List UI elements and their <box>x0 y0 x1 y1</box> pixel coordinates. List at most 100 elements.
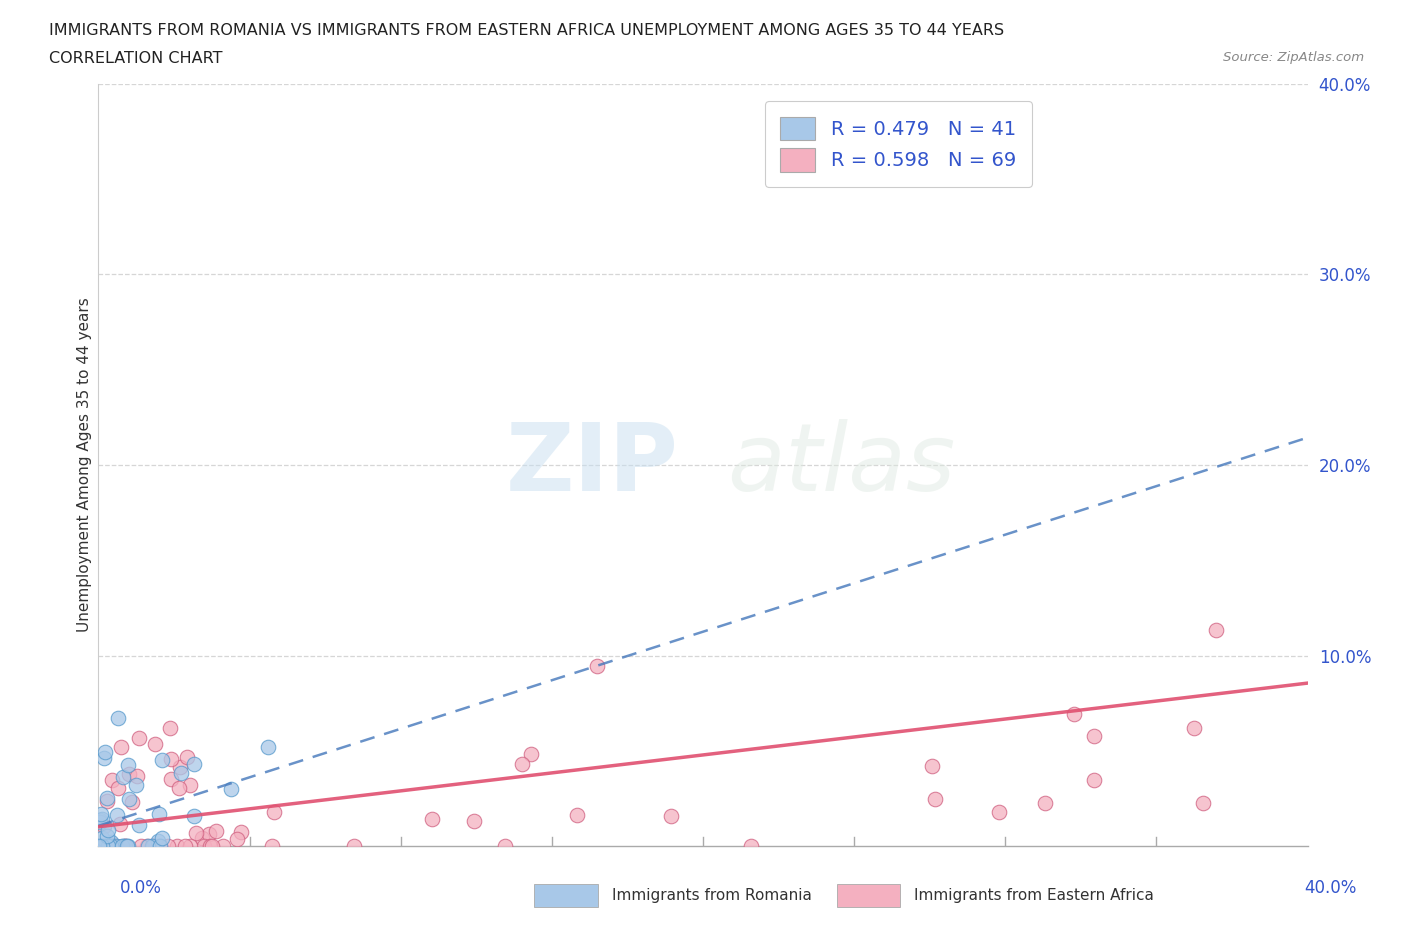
Point <box>150 831 173 846</box>
Point <box>176 750 198 764</box>
Point <box>198 827 221 842</box>
Point <box>179 777 201 792</box>
Point <box>148 833 170 848</box>
Text: Source: ZipAtlas.com: Source: ZipAtlas.com <box>1223 51 1364 64</box>
Point <box>141 839 163 854</box>
Point <box>91 830 114 845</box>
Point <box>659 808 682 823</box>
Point <box>170 766 193 781</box>
Point <box>149 839 172 854</box>
Point <box>101 773 124 788</box>
Point <box>420 812 443 827</box>
Point <box>183 808 205 823</box>
Point <box>98 839 121 854</box>
Point <box>104 839 127 854</box>
Point <box>924 792 946 807</box>
Point <box>128 817 150 832</box>
Point <box>105 839 128 854</box>
Text: IMMIGRANTS FROM ROMANIA VS IMMIGRANTS FROM EASTERN AFRICA UNEMPLOYMENT AMONG AGE: IMMIGRANTS FROM ROMANIA VS IMMIGRANTS FR… <box>49 23 1004 38</box>
Point <box>150 752 173 767</box>
Point <box>100 839 122 854</box>
Point <box>93 751 115 765</box>
Point <box>105 808 128 823</box>
Point <box>110 740 132 755</box>
Point <box>100 839 122 854</box>
Point <box>141 839 163 854</box>
Point <box>1063 707 1085 722</box>
Point <box>115 839 138 854</box>
Point <box>125 769 148 784</box>
Point <box>90 806 112 821</box>
Point <box>520 747 543 762</box>
Point <box>463 814 485 829</box>
Point <box>740 839 762 854</box>
Point <box>184 826 207 841</box>
Point <box>128 731 150 746</box>
Point <box>96 829 118 844</box>
Point <box>93 839 115 854</box>
Point <box>136 839 159 854</box>
Point <box>89 813 111 828</box>
Point <box>1191 796 1213 811</box>
Point <box>159 771 181 786</box>
Point <box>114 839 136 854</box>
Text: Immigrants from Eastern Africa: Immigrants from Eastern Africa <box>914 888 1154 903</box>
Point <box>112 770 135 785</box>
Point <box>169 760 191 775</box>
Point <box>169 780 191 795</box>
Point <box>160 751 183 766</box>
Point <box>91 839 114 854</box>
Point <box>107 711 129 725</box>
Point <box>149 839 172 854</box>
Point <box>190 830 212 845</box>
Point <box>200 839 222 854</box>
Point <box>510 756 533 771</box>
Point <box>142 839 165 854</box>
Point <box>565 808 588 823</box>
Point <box>1083 773 1105 788</box>
Y-axis label: Unemployment Among Ages 35 to 44 years: Unemployment Among Ages 35 to 44 years <box>77 298 91 632</box>
Point <box>586 659 609 674</box>
Point <box>143 737 166 751</box>
Point <box>114 839 136 854</box>
Point <box>111 839 134 854</box>
Point <box>114 839 136 854</box>
Text: 0.0%: 0.0% <box>120 879 162 897</box>
Point <box>229 825 252 840</box>
Point <box>104 839 127 854</box>
Point <box>1205 622 1227 637</box>
Text: atlas: atlas <box>727 419 956 511</box>
Point <box>988 804 1011 819</box>
Point <box>96 794 118 809</box>
Point <box>117 758 139 773</box>
Point <box>1182 720 1205 735</box>
Point <box>118 791 141 806</box>
Point <box>89 814 111 829</box>
Point <box>96 790 118 805</box>
Point <box>118 766 141 781</box>
Point <box>131 839 153 854</box>
Point <box>201 839 224 854</box>
Point <box>343 839 366 854</box>
Point <box>921 759 943 774</box>
Point <box>87 839 110 854</box>
Point <box>94 744 117 759</box>
Point <box>262 839 284 854</box>
Point <box>166 839 188 854</box>
Point <box>121 794 143 809</box>
Point <box>1083 728 1105 743</box>
Point <box>156 839 179 854</box>
Point <box>494 839 516 854</box>
Point <box>125 777 148 792</box>
Point <box>97 822 120 837</box>
Point <box>183 756 205 771</box>
Text: 40.0%: 40.0% <box>1305 879 1357 897</box>
Point <box>226 831 249 846</box>
Point <box>174 839 197 854</box>
Text: CORRELATION CHART: CORRELATION CHART <box>49 51 222 66</box>
Point <box>87 839 110 854</box>
Point <box>100 834 122 849</box>
Point <box>211 839 233 854</box>
Point <box>101 839 124 854</box>
Point <box>159 721 181 736</box>
